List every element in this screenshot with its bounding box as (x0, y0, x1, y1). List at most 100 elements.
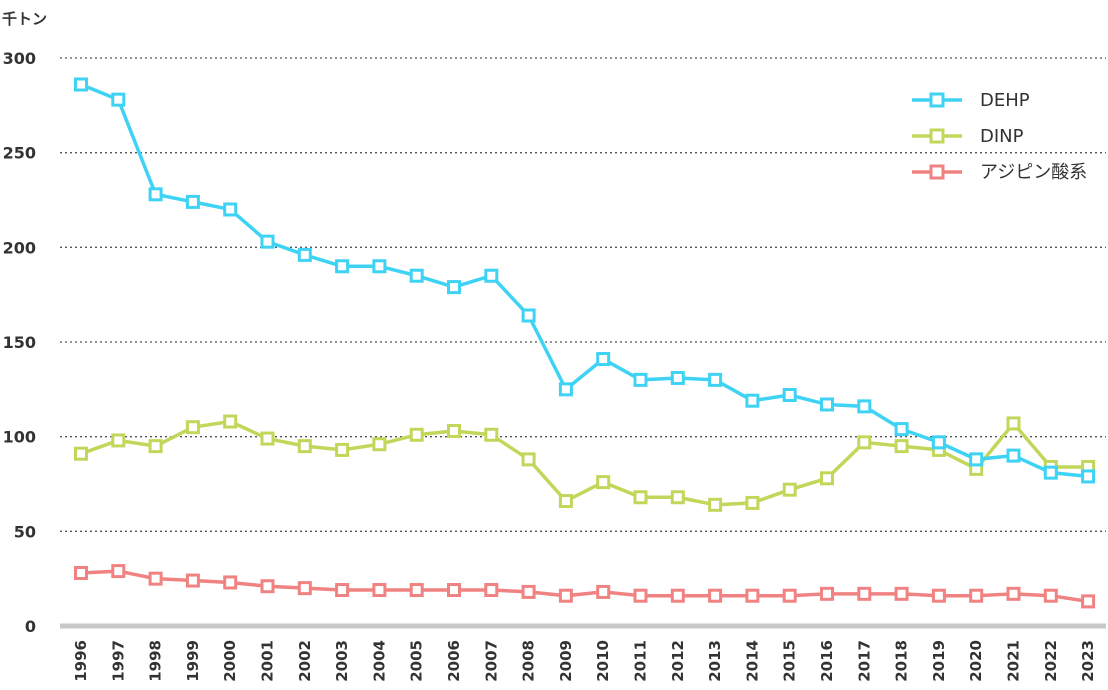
data-point (820, 586, 834, 601)
data-point (74, 446, 88, 461)
x-tick-label: 2004 (370, 640, 388, 682)
data-point (745, 495, 760, 510)
x-tick-label: 2020 (967, 640, 985, 682)
x-tick-label: 2022 (1042, 640, 1060, 682)
data-point (670, 588, 685, 603)
data-point (633, 490, 648, 505)
legend-label: DEHP (980, 90, 1030, 111)
y-tick-label: 200 (3, 238, 36, 257)
series-2 (74, 414, 1096, 512)
data-point (409, 268, 424, 283)
x-tick-label: 2013 (706, 640, 724, 682)
data-point (745, 393, 760, 408)
legend-label: DINP (980, 126, 1024, 147)
x-tick-label: 2000 (221, 640, 239, 682)
data-point (931, 588, 946, 603)
series-3 (74, 564, 1096, 609)
data-point (223, 202, 238, 217)
data-point (558, 382, 573, 397)
data-point (782, 482, 797, 497)
data-point (74, 565, 88, 580)
data-point (894, 586, 909, 601)
data-point (111, 433, 126, 448)
data-point (521, 452, 536, 467)
data-point (447, 583, 461, 598)
series-line (80, 419, 1089, 507)
x-tick-label: 2005 (408, 640, 426, 682)
data-point (969, 588, 984, 603)
series-line (80, 569, 1089, 604)
data-point (148, 187, 163, 202)
data-point (185, 573, 200, 588)
data-point (372, 437, 387, 452)
data-point (260, 234, 275, 249)
data-point (223, 414, 238, 429)
data-point (857, 399, 872, 414)
x-tick-label: 1998 (147, 640, 165, 682)
data-point (447, 280, 461, 295)
data-point (1006, 416, 1021, 431)
x-tick-label: 2003 (333, 640, 351, 682)
x-tick-label: 2018 (893, 640, 911, 682)
x-tick-label: 2015 (781, 640, 799, 682)
x-tick-label: 2023 (1079, 640, 1097, 682)
legend-label: アジピン酸系 (980, 162, 1087, 183)
data-point (335, 442, 350, 457)
series-line (80, 82, 1089, 479)
legend-item: DEHP (912, 90, 1030, 111)
data-point (297, 581, 312, 596)
data-point (297, 247, 312, 262)
x-tick-label: 2011 (632, 640, 650, 682)
x-tick-label: 1996 (72, 640, 90, 682)
y-tick-label: 300 (3, 49, 36, 68)
data-point (148, 571, 163, 586)
data-point (260, 431, 275, 446)
series-group (74, 77, 1096, 609)
data-point (820, 471, 834, 486)
legend-swatch-marker (929, 164, 945, 180)
data-point (670, 490, 685, 505)
y-tick-label: 50 (14, 522, 36, 541)
legend: DEHP DINP アジピン酸系 (912, 90, 1087, 183)
data-point (857, 435, 872, 450)
legend-item: DINP (912, 126, 1024, 147)
x-tick-label: 1997 (109, 640, 127, 682)
data-point (260, 579, 275, 594)
y-tick-label: 250 (3, 144, 36, 163)
y-tick-label: 150 (3, 333, 36, 352)
x-tick-label: 2001 (259, 640, 277, 682)
legend-swatch-marker (929, 92, 945, 108)
data-point (596, 584, 611, 599)
legend-item: アジピン酸系 (912, 162, 1087, 183)
data-point (1006, 448, 1021, 463)
x-tick-label: 2006 (445, 640, 463, 682)
y-axis-ticks: 0 50 100 150 200 250 300 (3, 49, 36, 636)
data-point (596, 352, 611, 367)
data-point (74, 77, 88, 92)
data-point (633, 588, 648, 603)
data-point (111, 564, 126, 579)
data-point (708, 497, 723, 512)
y-tick-label: 100 (3, 428, 36, 447)
data-point (1081, 469, 1096, 484)
data-point (782, 388, 797, 403)
data-point (1043, 465, 1058, 480)
data-point (111, 92, 126, 107)
data-point (484, 583, 499, 598)
data-point (1081, 594, 1096, 609)
x-tick-label: 2007 (482, 640, 500, 682)
x-tick-label: 2021 (1005, 640, 1023, 682)
data-point (447, 423, 461, 438)
data-point (596, 475, 611, 490)
data-point (335, 583, 350, 598)
x-tick-label: 2017 (855, 640, 873, 682)
data-point (894, 439, 909, 454)
legend-swatch-marker (929, 128, 945, 144)
data-point (148, 439, 163, 454)
data-point (633, 372, 648, 387)
x-tick-label: 2009 (557, 640, 575, 682)
x-tick-label: 2014 (743, 640, 761, 682)
y-tick-label: 0 (25, 617, 36, 636)
data-point (708, 372, 723, 387)
